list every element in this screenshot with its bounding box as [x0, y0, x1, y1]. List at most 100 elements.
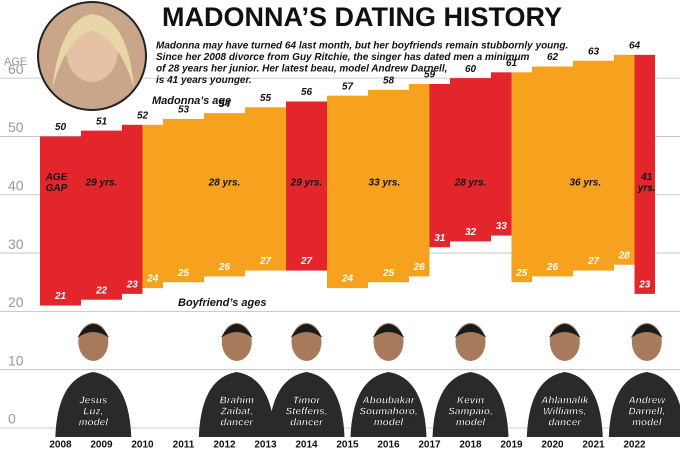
boyfriend-name: Timor: [293, 396, 322, 407]
boyfriend-age-label: 25: [382, 268, 395, 279]
x-tick-label: 2017: [418, 440, 441, 451]
boyfriend-age-label: 28: [618, 250, 631, 261]
boyfriend-photo: [268, 372, 345, 438]
x-tick-label: 2022: [623, 440, 646, 451]
gap-label: 36 yrs.: [569, 178, 601, 189]
x-tick-label: 2009: [90, 440, 113, 451]
gap-label: GAP: [46, 183, 68, 194]
boyfriend-photo: [198, 372, 275, 438]
x-tick-label: 2019: [500, 440, 523, 451]
y-tick-label: 10: [8, 352, 24, 368]
boyfriend-name: Zaibat,: [220, 407, 253, 418]
boyfriend-name: dancer: [220, 418, 254, 429]
subtitle-line: of 28 years her junior. Her latest beau,…: [156, 64, 447, 75]
age-gap-bar: [40, 136, 81, 306]
y-tick-label: 30: [8, 236, 24, 252]
age-gap-bar: [368, 89, 409, 283]
subtitle-line: is 41 years younger.: [156, 75, 252, 86]
boyfriend-age-label: 25: [515, 268, 528, 279]
age-gap-bar: [491, 72, 512, 236]
gap-label: 33 yrs.: [369, 178, 401, 189]
boyfriend-age-label: 25: [177, 268, 190, 279]
age-gap-bar: [450, 78, 491, 242]
boyfriend-name: model: [456, 418, 486, 429]
boyfriend-name: model: [632, 418, 662, 429]
madonna-age-label: 53: [178, 105, 190, 116]
madonna-age-label: 62: [547, 52, 559, 63]
madonna-age-label: 63: [588, 46, 600, 57]
madonna-age-label: 59: [424, 70, 436, 81]
x-tick-label: 2020: [541, 440, 564, 451]
boyfriend-name: Steffens,: [285, 407, 327, 418]
x-tick-label: 2021: [582, 440, 605, 451]
boyfriend-age-label: 26: [413, 262, 426, 273]
boyfriend-age-label: 31: [434, 233, 446, 244]
age-gap-bar: [409, 83, 430, 277]
subtitle-line: Madonna may have turned 64 last month, b…: [156, 41, 568, 52]
boyfriend-photo: [608, 372, 680, 438]
boyfriend-name: dancer: [290, 418, 324, 429]
boyfriend-name: Jesus: [79, 396, 108, 407]
age-gap-bar: [245, 107, 286, 271]
gap-label: 29 yrs.: [290, 178, 323, 189]
boyfriend-name: Luz,: [83, 407, 103, 418]
boyfriend-name: Brahim: [220, 396, 255, 407]
boyfriend-hair: [548, 324, 581, 338]
boyfriend-hair: [454, 324, 487, 338]
y-tick-label: 40: [8, 177, 24, 193]
madonna-age-label: 51: [96, 116, 108, 127]
age-gap-bar: [81, 130, 122, 300]
people: [55, 323, 680, 438]
gap-label: AGE: [45, 172, 68, 183]
boyfriend-photo: [350, 372, 427, 438]
boyfriend-age-label: 23: [126, 280, 139, 291]
boyfriend-name: Soumahoro,: [359, 407, 417, 418]
gap-label: yrs.: [637, 183, 656, 194]
age-gap-bar: [532, 66, 573, 277]
x-tick-label: 2008: [49, 440, 72, 451]
age-gap-bar: [122, 124, 143, 294]
subtitle-line: Since her 2008 divorce from Guy Ritchie,…: [156, 52, 530, 63]
age-gap-bar: [163, 118, 204, 283]
age-gap-bar: [286, 101, 327, 271]
age-gap-bar: [634, 54, 655, 294]
y-tick-label: 0: [8, 411, 16, 427]
boyfriend-name: Ahlamalik: [540, 396, 589, 407]
age-gap-bar: [327, 95, 368, 289]
subtitle: Madonna may have turned 64 last month, b…: [156, 41, 568, 87]
boyfriend-age-label: 24: [341, 274, 354, 285]
top-series-label: Madonna’s age: [152, 95, 231, 107]
madonna-age-label: 52: [137, 110, 149, 121]
boyfriend-name: Andrew: [627, 396, 666, 407]
madonna-age-label: 64: [629, 40, 641, 51]
madonna-age-label: 54: [219, 99, 231, 110]
chart-title: MADONNA’S DATING HISTORY: [162, 2, 562, 32]
bars: [40, 54, 655, 306]
boyfriend-hair: [630, 324, 663, 338]
boyfriend-age-label: 23: [638, 280, 651, 291]
madonna-age-label: 57: [342, 81, 354, 92]
x-tick-label: 2013: [254, 440, 277, 451]
boyfriend-name: Sampaio,: [448, 407, 492, 418]
boyfriend-name: Williams,: [543, 407, 586, 418]
age-gap-bar: [204, 113, 245, 277]
boyfriend-age-label: 27: [300, 256, 313, 267]
boyfriend-age-label: 32: [465, 227, 477, 238]
y-tick-label: 20: [8, 294, 24, 310]
x-axis-band: [0, 437, 680, 453]
madonna-age-label: 50: [55, 122, 67, 133]
madonna-age-label: 60: [465, 64, 477, 75]
boyfriend-name: model: [374, 418, 404, 429]
x-tick-label: 2014: [295, 440, 318, 451]
age-gap-bar: [573, 60, 614, 271]
boyfriend-hair: [372, 324, 405, 338]
boyfriend-age-label: 27: [587, 256, 600, 267]
y-axis-label: AGE: [4, 56, 27, 68]
boyfriend-hair: [220, 324, 253, 338]
gap-label: 28 yrs.: [454, 178, 487, 189]
madonna-age-label: 56: [301, 87, 313, 98]
x-tick-label: 2010: [131, 440, 154, 451]
x-tick-label: 2012: [213, 440, 236, 451]
